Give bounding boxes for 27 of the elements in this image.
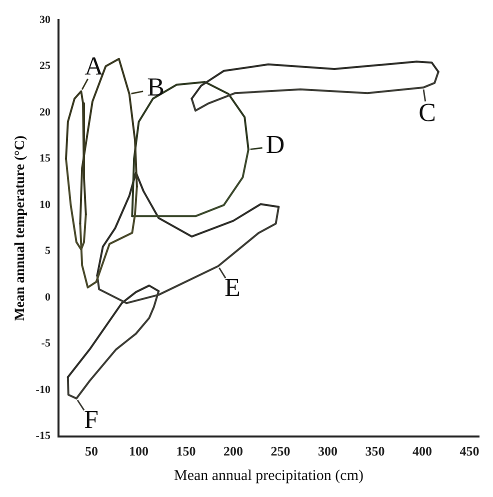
- y-tick-label: -10: [36, 384, 51, 396]
- annotation: E: [224, 272, 240, 302]
- x-tick-label: 400: [412, 444, 432, 459]
- annotation: A: [84, 51, 104, 80]
- x-tick-label: 50: [85, 444, 98, 459]
- annotation: F: [84, 404, 98, 434]
- y-tick-label: -5: [41, 338, 51, 350]
- y-tick-label: 0: [44, 291, 51, 304]
- y-tick-label: 20: [39, 106, 51, 118]
- x-tick-label: 450: [460, 444, 480, 459]
- y-tick-label: 30: [39, 14, 51, 26]
- x-tick-label: 150: [176, 444, 196, 459]
- x-tick-label: 100: [129, 444, 149, 459]
- y-axis-title: Mean annual temperature (°C): [13, 135, 28, 321]
- annotation: C: [418, 98, 436, 128]
- y-tick-label: -15: [36, 430, 51, 442]
- x-tick-label: 200: [224, 444, 244, 459]
- x-tick-label: 250: [270, 444, 290, 459]
- x-tick-label: 300: [318, 444, 338, 459]
- annotation: D: [266, 130, 285, 160]
- x-axis-title: Mean annual precipitation (cm): [174, 468, 364, 484]
- y-tick-label: 25: [39, 60, 51, 72]
- y-tick-label: 10: [39, 198, 51, 211]
- annotation: B: [147, 72, 164, 102]
- y-tick-label: 5: [44, 245, 51, 258]
- y-tick-label: 15: [39, 152, 51, 165]
- x-tick-label: 350: [365, 444, 385, 459]
